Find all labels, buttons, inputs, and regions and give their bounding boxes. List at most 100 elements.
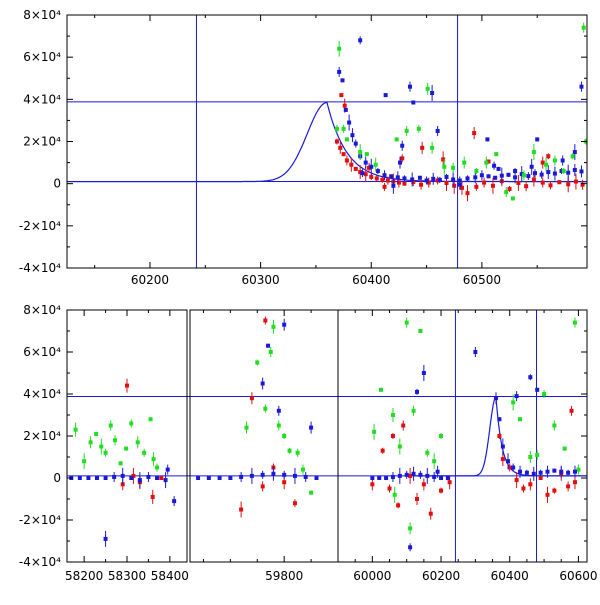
top-point-blue: [375, 169, 380, 174]
top-point-blue: [572, 150, 577, 155]
top-point-blue: [529, 164, 534, 169]
top-point-blue: [552, 171, 557, 176]
top-panel: 8×10⁴ 6×10⁴ 4×10⁴ 2×10⁴ 0 -2×10⁴ -4×10⁴ 60200 60…: [19, 8, 588, 287]
bottom-point-red: [249, 396, 254, 401]
bottom-point-blue: [86, 476, 91, 480]
top-model-curve: [67, 101, 587, 183]
top-point-blue: [519, 172, 524, 177]
top-point-red: [516, 181, 521, 186]
bottom-point-blue: [531, 471, 536, 476]
bottom-point-blue: [103, 476, 108, 480]
top-point-blue: [350, 133, 355, 138]
bottom-point-blue: [165, 467, 170, 472]
bottom-point-green: [82, 459, 87, 464]
bottom-x-tick-label: 58200: [65, 569, 103, 583]
bottom-x-tick-label: 60600: [559, 569, 597, 583]
top-point-blue: [539, 172, 544, 177]
bottom-point-blue: [196, 476, 201, 480]
top-x-tick-label: 60200: [131, 273, 169, 287]
top-point-blue: [400, 143, 405, 148]
top-point-red: [482, 180, 487, 185]
top-point-red: [435, 178, 440, 183]
top-point-blue: [383, 93, 388, 98]
bottom-point-red: [500, 457, 505, 462]
bottom-point-green: [282, 434, 287, 438]
top-point-green: [442, 164, 447, 169]
bottom-point-blue: [260, 381, 265, 386]
bottom-point-blue: [163, 478, 168, 483]
bottom-point-green: [528, 455, 533, 459]
bottom-point-blue: [425, 473, 430, 478]
bottom-point-red: [131, 473, 136, 478]
top-frame: [66, 14, 588, 269]
bottom-point-blue: [473, 350, 478, 354]
top-point-blue: [479, 173, 484, 178]
top-point-blue: [499, 173, 504, 178]
bottom-point-blue: [559, 469, 564, 474]
top-point-green: [430, 145, 435, 150]
bottom-point-blue: [146, 474, 151, 479]
bottom-point-red: [569, 408, 574, 413]
top-point-blue: [506, 172, 511, 177]
bottom-point-blue: [411, 471, 416, 476]
bottom-frame-segment-2-3: [189, 309, 588, 563]
top-x-tick-label: 60400: [352, 273, 390, 287]
bottom-point-green: [439, 434, 444, 438]
bottom-point-green: [287, 448, 292, 453]
bottom-x-tick-label: 60200: [422, 569, 460, 583]
top-point-blue: [572, 167, 577, 172]
bottom-point-green: [244, 425, 249, 430]
top-point-red: [367, 165, 372, 170]
top-point-blue: [389, 174, 394, 179]
bottom-point-blue: [266, 343, 271, 348]
bottom-point-blue: [535, 387, 540, 392]
bottom-point-blue: [377, 476, 382, 480]
top-point-green: [462, 160, 467, 165]
top-point-red: [444, 181, 449, 186]
bottom-point-blue: [418, 472, 423, 477]
bottom-point-red: [292, 501, 297, 506]
bottom-point-red: [390, 434, 395, 438]
top-point-blue: [579, 169, 584, 174]
bottom-point-green: [535, 452, 540, 457]
top-point-green: [425, 86, 430, 91]
top-point-green: [531, 150, 536, 155]
bottom-point-green: [142, 450, 147, 455]
bottom-point-blue: [260, 472, 265, 477]
top-point-blue: [430, 91, 435, 96]
bottom-point-red: [497, 434, 502, 438]
top-y-tick-label: -4×10⁴: [19, 261, 61, 275]
top-point-blue: [360, 171, 365, 176]
bottom-y-tick-label: 8×10⁴: [23, 303, 61, 317]
bottom-point-blue: [95, 476, 99, 480]
top-point-green: [570, 154, 575, 159]
bottom-point-blue: [228, 476, 233, 480]
top-point-blue: [417, 175, 422, 180]
bottom-point-blue: [545, 469, 550, 474]
top-point-red: [334, 139, 339, 144]
bottom-point-red: [260, 484, 265, 489]
bottom-frame-segment-1: [66, 309, 188, 563]
bottom-point-blue: [276, 408, 281, 413]
bottom-point-red: [408, 473, 413, 478]
bottom-point-blue: [514, 394, 519, 399]
bottom-point-green: [103, 450, 108, 455]
bottom-point-red: [538, 476, 543, 480]
bottom-point-green: [404, 320, 409, 325]
bottom-point-green: [552, 423, 557, 428]
top-point-blue: [473, 175, 478, 180]
bottom-point-blue: [282, 322, 287, 327]
top-point-red: [369, 174, 374, 179]
bottom-point-red: [566, 484, 571, 489]
bottom-point-green: [408, 526, 413, 531]
top-y-tick-label: 8×10⁴: [23, 8, 61, 22]
bottom-x-tick-label: 58300: [108, 569, 146, 583]
bottom-point-blue: [552, 468, 557, 473]
bottom-point-green: [418, 329, 423, 333]
top-point-blue: [451, 177, 456, 182]
bottom-point-green: [263, 406, 268, 411]
bottom-point-red: [439, 488, 444, 493]
bottom-panel: 8×10⁴ 6×10⁴ 4×10⁴ 2×10⁴ 0 -2×10⁴ -4×10⁴ 58200 58…: [19, 303, 598, 583]
top-point-blue: [546, 170, 551, 175]
bottom-point-blue: [421, 371, 426, 375]
